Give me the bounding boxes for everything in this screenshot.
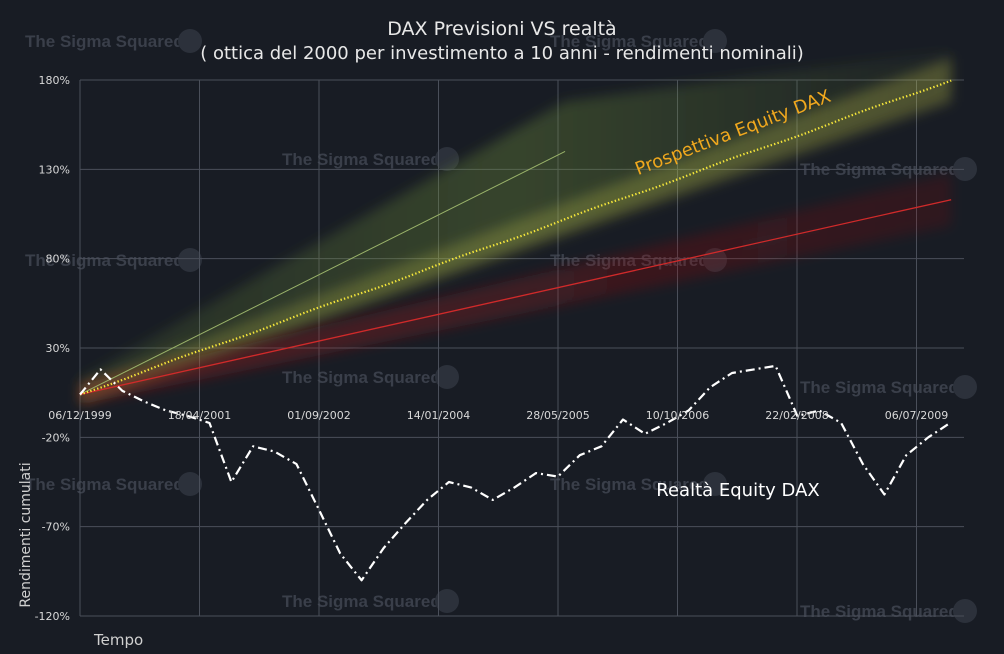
prospective-equity-line bbox=[79, 79, 952, 396]
x-tick-label: 06/07/2009 bbox=[885, 409, 948, 422]
watermark-text: The Sigma Squared bbox=[282, 592, 441, 611]
watermark-text: The Sigma Squared bbox=[550, 475, 709, 494]
x-tick-label: 22/02/2008 bbox=[765, 409, 828, 422]
watermark-text: The Sigma Squared bbox=[25, 475, 184, 494]
x-axis-label: Tempo bbox=[93, 631, 143, 649]
upper-band-line bbox=[79, 151, 566, 395]
x-tick-label: 10/10/2006 bbox=[646, 409, 709, 422]
y-tick-label: 130% bbox=[39, 163, 70, 176]
watermark-logo-icon bbox=[178, 29, 202, 53]
lower-band-line bbox=[79, 199, 952, 396]
x-tick-label: 14/01/2004 bbox=[407, 409, 470, 422]
watermark-text: The Sigma Squared bbox=[282, 368, 441, 387]
y-tick-label: -70% bbox=[42, 521, 70, 534]
watermark-logo-icon bbox=[953, 157, 977, 181]
watermark-logo-icon bbox=[953, 375, 977, 399]
watermark-logo-icon bbox=[178, 472, 202, 496]
watermark-text: The Sigma Squared bbox=[25, 251, 184, 270]
x-tick-label: 18/04/2001 bbox=[168, 409, 231, 422]
series bbox=[79, 79, 952, 582]
watermark-logo-icon bbox=[435, 365, 459, 389]
y-tick-label: -120% bbox=[35, 610, 70, 623]
x-tick-label: 28/05/2005 bbox=[526, 409, 589, 422]
y-tick-label: 30% bbox=[46, 342, 70, 355]
watermark-logo-icon bbox=[435, 589, 459, 613]
y-axis-label: Rendimenti cumulati bbox=[18, 462, 34, 607]
chart-subtitle: ( ottica del 2000 per investimento a 10 … bbox=[200, 43, 804, 64]
watermark-text: The Sigma Squared bbox=[550, 32, 709, 51]
bands bbox=[80, 50, 952, 405]
watermark-text: The Sigma Squared bbox=[25, 32, 184, 51]
x-tick-label: 01/09/2002 bbox=[287, 409, 350, 422]
watermark-logo-icon bbox=[435, 147, 459, 171]
reality-label: Realtà Equity DAX bbox=[656, 480, 819, 501]
watermark-logo-icon bbox=[953, 599, 977, 623]
watermark-logo-icon bbox=[703, 472, 727, 496]
ticks: 180% 130% 80% 30% -20% -70% -120% 06/12/1999 18/… bbox=[35, 74, 949, 623]
prospective-band-area bbox=[80, 58, 952, 405]
watermark-text: The Sigma Squared bbox=[282, 150, 441, 169]
watermark-logo-icon bbox=[178, 248, 202, 272]
y-tick-label: 80% bbox=[46, 253, 70, 266]
y-tick-label: 180% bbox=[39, 74, 70, 87]
lower-band-area bbox=[80, 173, 952, 405]
watermark-text: The Sigma Squared bbox=[800, 602, 959, 621]
watermark-logo-icon bbox=[703, 29, 727, 53]
watermark-text: The Sigma Squared bbox=[800, 378, 959, 397]
reality-equity-line bbox=[79, 364, 951, 582]
x-tick-label: 06/12/1999 bbox=[48, 409, 111, 422]
y-tick-label: -20% bbox=[42, 431, 70, 444]
chart-title: DAX Previsioni VS realtà bbox=[387, 18, 616, 40]
